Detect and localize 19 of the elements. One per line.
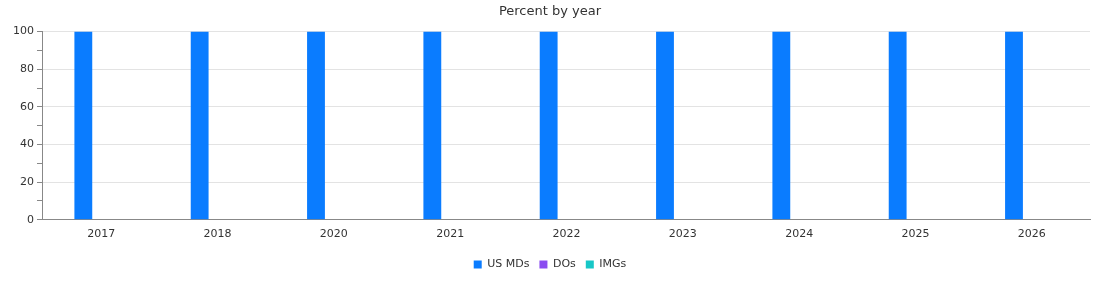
x-tick-label: 2026 (1017, 227, 1046, 241)
x-tick-label: 2022 (552, 227, 581, 241)
x-tick-label: 2021 (436, 227, 465, 241)
x-tick-label: 2020 (319, 227, 348, 241)
y-tick-label: 20 (20, 175, 34, 189)
y-tick-label: 100 (13, 24, 34, 38)
chart-title: Percent by year (498, 3, 602, 19)
y-tick-label: 80 (20, 62, 34, 76)
x-tick-label: 2018 (203, 227, 232, 241)
x-tick-label: 2017 (87, 227, 116, 241)
x-tick-label: 2023 (668, 227, 697, 241)
legend-label: US MDs (487, 257, 530, 271)
legend-label: DOs (552, 257, 577, 271)
legend-label: IMGs (599, 257, 627, 271)
x-tick-label: 2025 (901, 227, 930, 241)
y-tick-label: 40 (20, 137, 34, 151)
y-tick-label: 0 (27, 212, 34, 226)
y-tick-label: 60 (20, 99, 34, 113)
x-tick-label: 2024 (785, 227, 814, 241)
